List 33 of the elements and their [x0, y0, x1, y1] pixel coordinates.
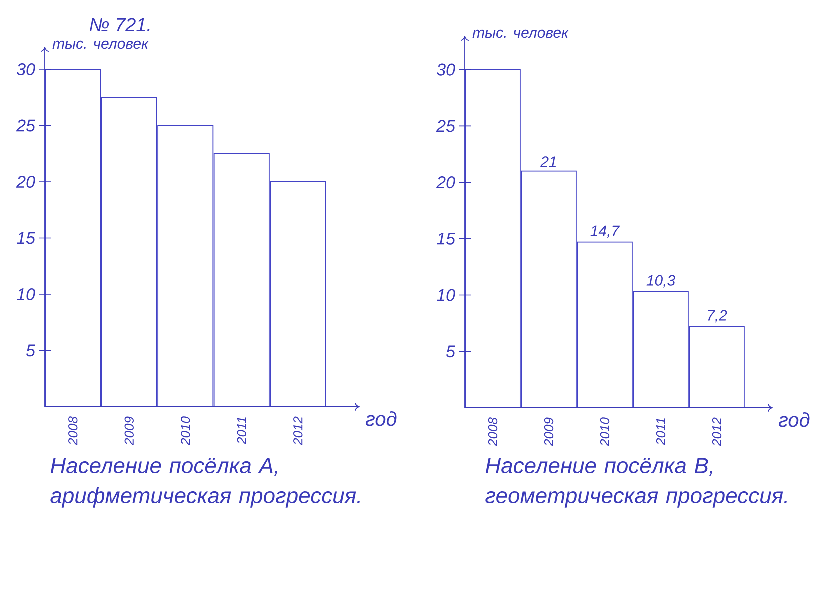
x-tick-label: 2009	[544, 418, 554, 447]
x-tick-label: 2010	[600, 418, 610, 447]
y-tick-label: 15	[17, 232, 36, 244]
chart-title: № 721.	[90, 18, 150, 32]
text: Население посёлка А, арифметическая прогрессия.	[50, 458, 360, 508]
x-tick-label: 2008	[68, 416, 78, 446]
y-tick-label: 5	[446, 346, 456, 358]
data-label: 7,2	[708, 310, 728, 323]
y-tick-label: 25	[436, 120, 456, 132]
y-axis-title: тыс. человек	[52, 40, 150, 50]
y-tick-label: 20	[16, 176, 36, 188]
text: Население посёлка В, геометрическая прогрессия.	[486, 458, 788, 508]
y-tick-label: 30	[16, 63, 36, 76]
y-tick-label: 20	[436, 176, 456, 189]
x-axis-title: год	[778, 412, 810, 428]
x-tick-label: 2008	[488, 418, 498, 447]
x-tick-label: 2012	[294, 416, 303, 446]
y-tick-label: 25	[16, 120, 36, 132]
x-tick-label: 2011	[237, 418, 246, 445]
x-tick-label: 2011	[656, 418, 666, 446]
y-tick-label: 10	[437, 289, 456, 302]
y-axis-title: тыс. человек	[472, 30, 570, 38]
y-tick-label: 5	[26, 344, 36, 357]
data-label: 14,7	[590, 226, 620, 238]
data-label: 10,3	[646, 275, 676, 288]
x-tick-label: 2010	[181, 416, 190, 446]
y-tick-label: 30	[436, 64, 456, 76]
y-tick-label: 10	[17, 288, 36, 301]
x-tick-label: 2012	[712, 418, 722, 447]
x-tick-label: 2009	[124, 416, 134, 446]
x-axis-title: год	[366, 412, 397, 426]
y-tick-label: 15	[437, 232, 456, 245]
data-label: 21	[540, 156, 556, 168]
